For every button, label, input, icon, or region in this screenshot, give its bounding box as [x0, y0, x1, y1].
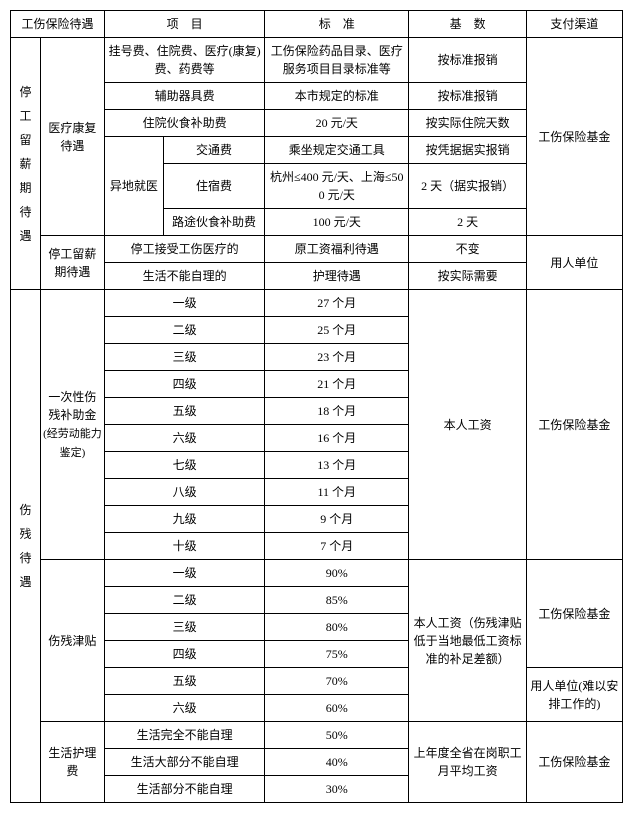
h-c5: 支付渠道	[526, 11, 622, 38]
b-s1-label: 一次性伤残补助金 (经劳动能力鉴定)	[40, 290, 104, 560]
a-rem3-base: 2 天	[409, 209, 526, 236]
a-stop1-base: 不变	[409, 236, 526, 263]
b-s1-r1-v: 25 个月	[265, 317, 409, 344]
b-s2-r1-lv: 二级	[104, 587, 264, 614]
a-rem2-base: 2 天（据实报销）	[409, 164, 526, 209]
a-r2-base: 按标准报销	[409, 83, 526, 110]
b-s2-r0-v: 90%	[265, 560, 409, 587]
b-s1-r3-v: 21 个月	[265, 371, 409, 398]
a-r1-base: 按标准报销	[409, 38, 526, 83]
a-r2-item: 辅助器具费	[104, 83, 264, 110]
a-r1-std: 工伤保险药品目录、医疗服务项目目录标准等	[265, 38, 409, 83]
b-s1-r5-v: 16 个月	[265, 425, 409, 452]
b-s2-r1-v: 85%	[265, 587, 409, 614]
a-stop1-item: 停工接受工伤医疗的	[104, 236, 264, 263]
a-rem3-item: 路途伙食补助费	[163, 209, 264, 236]
b-s2-r0: 伤残津贴 一级 90% 本人工资（伤残津贴低于当地最低工资标准的补足差额） 工伤…	[11, 560, 623, 587]
b-s2-base: 本人工资（伤残津贴低于当地最低工资标准的补足差额）	[409, 560, 526, 722]
b-s3-base: 上年度全省在岗职工月平均工资	[409, 722, 526, 803]
h-c1: 工伤保险待遇	[11, 11, 105, 38]
b-s1-base: 本人工资	[409, 290, 526, 560]
b-s1-r9-v: 7 个月	[265, 533, 409, 560]
a-remote-label: 异地就医	[104, 137, 163, 236]
a-stop-pay: 用人单位	[526, 236, 622, 290]
h-c4: 基 数	[409, 11, 526, 38]
b-s3-r0-lv: 生活完全不能自理	[104, 722, 264, 749]
b-s1-r2-lv: 三级	[104, 344, 264, 371]
b-s3-r2-lv: 生活部分不能自理	[104, 776, 264, 803]
a-stop2-base: 按实际需要	[409, 263, 526, 290]
b-s3-r2-v: 30%	[265, 776, 409, 803]
a-medical-pay: 工伤保险基金	[526, 38, 622, 236]
b-s3-r0: 生活护理费 生活完全不能自理 50% 上年度全省在岗职工月平均工资 工伤保险基金	[11, 722, 623, 749]
b-s1-r4-lv: 五级	[104, 398, 264, 425]
a-rem1-std: 乘坐规定交通工具	[265, 137, 409, 164]
b-s1-r8-v: 9 个月	[265, 506, 409, 533]
a-r3-std: 20 元/天	[265, 110, 409, 137]
a-rem1-base: 按凭据据实报销	[409, 137, 526, 164]
b-s2-r3-v: 75%	[265, 641, 409, 668]
a-rem2-item: 住宿费	[163, 164, 264, 209]
b-s1-r1-lv: 二级	[104, 317, 264, 344]
b-s2-r2-v: 80%	[265, 614, 409, 641]
a-rem1-item: 交通费	[163, 137, 264, 164]
h-c3: 标 准	[265, 11, 409, 38]
b-s1-r6-v: 13 个月	[265, 452, 409, 479]
b-s3-r0-v: 50%	[265, 722, 409, 749]
b-s2-pay1: 工伤保险基金	[526, 560, 622, 668]
h-c2: 项 目	[104, 11, 264, 38]
b-s1-r5-lv: 六级	[104, 425, 264, 452]
a-r3-base: 按实际住院天数	[409, 110, 526, 137]
a-medical-label: 医疗康复待遇	[40, 38, 104, 236]
b-s1-r0-lv: 一级	[104, 290, 264, 317]
b-s1-r4-v: 18 个月	[265, 398, 409, 425]
a-stop-label: 停工留薪期待遇	[40, 236, 104, 290]
a-r2-std: 本市规定的标准	[265, 83, 409, 110]
b-s1-r7-lv: 八级	[104, 479, 264, 506]
b-s1-r8-lv: 九级	[104, 506, 264, 533]
header-row: 工伤保险待遇 项 目 标 准 基 数 支付渠道	[11, 11, 623, 38]
a-rem3-std: 100 元/天	[265, 209, 409, 236]
b-s3-r1-v: 40%	[265, 749, 409, 776]
a-stop2-std: 护理待遇	[265, 263, 409, 290]
b-s3-label: 生活护理费	[40, 722, 104, 803]
b-s1-r2-v: 23 个月	[265, 344, 409, 371]
benefits-table: 工伤保险待遇 项 目 标 准 基 数 支付渠道 停工留薪期待遇 医疗康复待遇 挂…	[10, 10, 623, 803]
a-rem2-std: 杭州≤400 元/天、上海≤500 元/天	[265, 164, 409, 209]
b-title: 伤残待遇	[11, 290, 41, 803]
a-r3-item: 住院伙食补助费	[104, 110, 264, 137]
a-stop2-item: 生活不能自理的	[104, 263, 264, 290]
b-s1-pay: 工伤保险基金	[526, 290, 622, 560]
b-s1-r7-v: 11 个月	[265, 479, 409, 506]
a-r1-item: 挂号费、住院费、医疗(康复)费、药费等	[104, 38, 264, 83]
b-s1-r9-lv: 十级	[104, 533, 264, 560]
a-title: 停工留薪期待遇	[11, 38, 41, 290]
b-s2-label: 伤残津贴	[40, 560, 104, 722]
b-s1-r0-v: 27 个月	[265, 290, 409, 317]
b-s2-r3-lv: 四级	[104, 641, 264, 668]
a-stop1: 停工留薪期待遇 停工接受工伤医疗的 原工资福利待遇 不变 用人单位	[11, 236, 623, 263]
a-stop1-std: 原工资福利待遇	[265, 236, 409, 263]
b-s2-r5-lv: 六级	[104, 695, 264, 722]
b-s3-pay: 工伤保险基金	[526, 722, 622, 803]
b-s2-r0-lv: 一级	[104, 560, 264, 587]
b-s1-label-text: 一次性伤残补助金	[48, 390, 96, 422]
b-s1-r6-lv: 七级	[104, 452, 264, 479]
b-s2-pay2: 用人单位(难以安排工作的)	[526, 668, 622, 722]
b-s3-r1-lv: 生活大部分不能自理	[104, 749, 264, 776]
a-r1: 停工留薪期待遇 医疗康复待遇 挂号费、住院费、医疗(康复)费、药费等 工伤保险药…	[11, 38, 623, 83]
b-s2-r4-lv: 五级	[104, 668, 264, 695]
b-s2-r2-lv: 三级	[104, 614, 264, 641]
b-s1-r3-lv: 四级	[104, 371, 264, 398]
b-s1-note: (经劳动能力鉴定)	[43, 428, 102, 459]
b-s2-r4-v: 70%	[265, 668, 409, 695]
b-s2-r5-v: 60%	[265, 695, 409, 722]
b-s1-r0: 伤残待遇 一次性伤残补助金(经劳动能力鉴定) 一级 27 个月 本人工资 工伤保…	[11, 290, 623, 317]
